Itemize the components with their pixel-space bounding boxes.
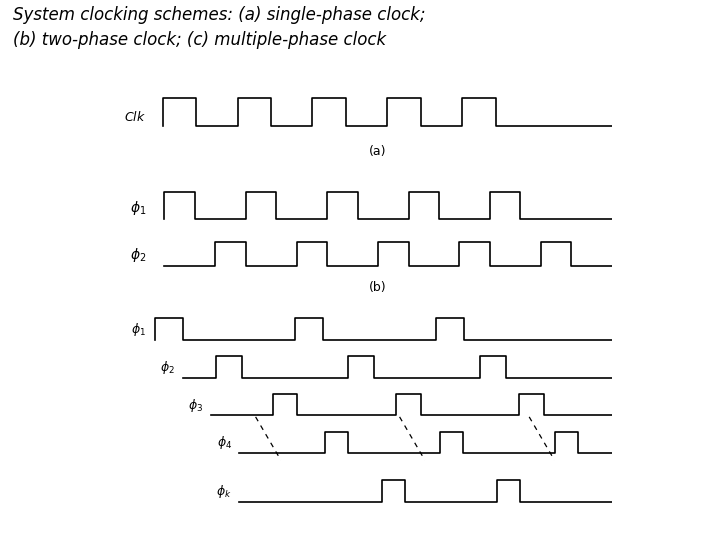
Text: $\phi_4$: $\phi_4$ [217, 435, 232, 451]
Text: $Clk$: $Clk$ [124, 110, 146, 124]
Text: $\phi_1$: $\phi_1$ [130, 199, 146, 217]
Text: $\phi_1$: $\phi_1$ [131, 321, 145, 338]
Text: (b): (b) [369, 281, 387, 294]
Text: $\phi_3$: $\phi_3$ [188, 397, 203, 414]
Text: $\phi_2$: $\phi_2$ [160, 359, 174, 376]
Text: $\phi_2$: $\phi_2$ [130, 246, 146, 264]
Text: System clocking schemes: (a) single-phase clock;
(b) two-phase clock; (c) multip: System clocking schemes: (a) single-phas… [13, 6, 426, 50]
Text: (a): (a) [369, 145, 387, 158]
Text: $\phi_k$: $\phi_k$ [216, 483, 232, 500]
